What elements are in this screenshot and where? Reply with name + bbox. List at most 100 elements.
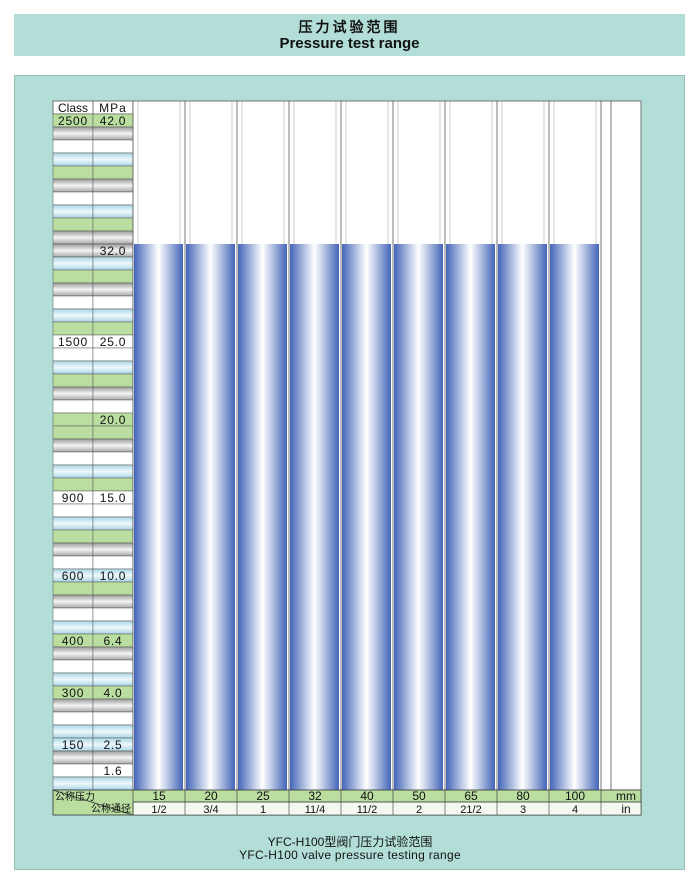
scale-cell-mpa — [92, 269, 134, 284]
tick-mm-25: 25 — [256, 789, 270, 803]
scale-cell-mpa — [92, 256, 134, 271]
page-title-en: Pressure test range — [279, 35, 420, 52]
scale-cell-mpa — [92, 399, 134, 414]
scale-cell-class — [52, 594, 94, 609]
bar-40mm — [342, 244, 391, 790]
scale-cell-mpa — [92, 217, 134, 232]
scale-cell-mpa — [92, 295, 134, 310]
scale-cell-mpa — [92, 607, 134, 622]
scale-cell-mpa — [92, 191, 134, 206]
tick-in-7: 3 — [520, 804, 526, 816]
scale-cell-mpa — [92, 672, 134, 687]
scale-cell-class — [52, 529, 94, 544]
scale-label-mpa: 6.4 — [103, 634, 122, 648]
scale-cell-mpa — [92, 503, 134, 518]
scale-label-mpa: 25.0 — [100, 335, 127, 349]
scale-cell-class — [52, 308, 94, 323]
scale-cell-mpa — [92, 646, 134, 661]
scale-cell-class — [52, 165, 94, 180]
tick-mm-100: 100 — [565, 789, 585, 803]
scale-cell-class — [52, 581, 94, 596]
scale-cell-class — [52, 295, 94, 310]
scale-cell-class — [52, 438, 94, 453]
bar-32mm — [290, 244, 339, 790]
scale-label-class: 1500 — [58, 335, 88, 349]
scale-cell-class — [52, 607, 94, 622]
scale-cell-class — [52, 126, 94, 141]
bar-65mm — [446, 244, 495, 790]
scale-cell-class — [52, 178, 94, 193]
scale-cell-class — [52, 152, 94, 167]
scale-label-class: 2500 — [58, 114, 88, 128]
scale-cell-mpa — [92, 360, 134, 375]
scale-cell-class — [52, 282, 94, 297]
bar-20mm — [186, 244, 235, 790]
scale-cell-class — [52, 477, 94, 492]
scale-label-class: 150 — [62, 738, 84, 752]
bar-15mm — [134, 244, 183, 790]
scale-cell-class — [52, 724, 94, 739]
scale-cell-class — [52, 516, 94, 531]
scale-cell-mpa — [92, 529, 134, 544]
scale-cell-class — [52, 672, 94, 687]
scale-cell-mpa — [92, 152, 134, 167]
tick-in-0: 1/2 — [151, 804, 166, 816]
scale-cell-class — [52, 269, 94, 284]
scale-cell-mpa — [92, 386, 134, 401]
scale-cell-mpa — [92, 516, 134, 531]
scale-cell-class — [52, 750, 94, 765]
page-title-cn: 压力试验范围 — [298, 19, 401, 35]
caption-cn: YFC-H100型阀门压力试验范围 — [267, 835, 433, 849]
tick-mm-50: 50 — [412, 789, 426, 803]
footer-diagonal — [52, 789, 134, 816]
scale-label-mpa: 15.0 — [100, 491, 127, 505]
scale-label-mpa: 42.0 — [100, 114, 127, 128]
scale-header-class: Class — [58, 101, 88, 115]
scale-cell-class — [52, 256, 94, 271]
scale-label-class: 400 — [62, 634, 84, 648]
scale-label-class: 300 — [62, 686, 84, 700]
scale-cell-mpa — [92, 438, 134, 453]
scale-cell-class — [52, 776, 94, 791]
tick-mm-80: 80 — [516, 789, 530, 803]
scale-label-mpa: 4.0 — [103, 686, 122, 700]
scale-cell-class — [52, 464, 94, 479]
scale-cell-mpa — [92, 555, 134, 570]
scale-cell-mpa — [92, 308, 134, 323]
tick-mm-15: 15 — [152, 789, 166, 803]
scale-label-class: 900 — [62, 491, 84, 505]
scale-cell-class — [52, 711, 94, 726]
scale-header-mpa: MPa — [99, 101, 127, 115]
scale-cell-mpa — [92, 230, 134, 245]
scale-cell-class — [52, 620, 94, 635]
footer-label-diameter: 公称通径 — [91, 802, 131, 815]
tick-mm-32: 32 — [308, 789, 322, 803]
scale-cell-mpa — [92, 451, 134, 466]
scale-cell-class — [52, 204, 94, 219]
scale-cell-class — [52, 698, 94, 713]
scale-label-mpa: 1.6 — [103, 764, 122, 778]
scale-cell-mpa — [92, 659, 134, 674]
bar-100mm — [550, 244, 599, 790]
scale-cell-class — [52, 243, 94, 258]
scale-label-mpa: 10.0 — [100, 569, 127, 583]
scale-cell-class — [52, 425, 94, 440]
tick-in-1: 3/4 — [203, 804, 218, 816]
scale-cell-mpa — [92, 347, 134, 362]
scale-cell-class — [52, 139, 94, 154]
scale-cell-mpa — [92, 776, 134, 791]
scale-cell-class — [52, 763, 94, 778]
footer-label-pressure: 公称压力 — [55, 790, 95, 803]
tick-in-3: 11/4 — [305, 804, 326, 816]
scale-label-mpa: 2.5 — [103, 738, 122, 752]
title-banner: 压力试验范围 Pressure test range — [14, 14, 685, 56]
tick-in-4: 11/2 — [357, 804, 378, 816]
scale-cell-class — [52, 347, 94, 362]
caption-en: YFC-H100 valve pressure testing range — [239, 848, 461, 862]
tick-mm-65: 65 — [464, 789, 478, 803]
scale-label-mpa: 20.0 — [100, 413, 127, 427]
scale-cell-class — [52, 191, 94, 206]
scale-cell-class — [52, 412, 94, 427]
scale-cell-class — [52, 555, 94, 570]
